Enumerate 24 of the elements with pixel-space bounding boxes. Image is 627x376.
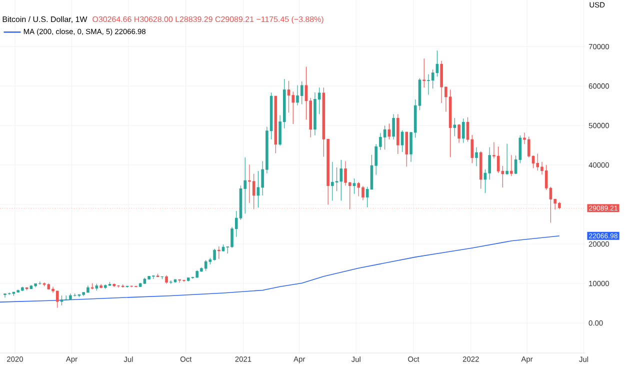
candlestick	[458, 124, 460, 144]
candlestick	[292, 91, 295, 124]
candlestick	[422, 58, 426, 88]
line-series	[0, 235, 560, 302]
candlestick	[213, 248, 216, 261]
candlestick	[475, 146, 478, 167]
candlestick	[405, 132, 408, 167]
candlestick	[392, 114, 395, 140]
candlestick	[335, 167, 338, 192]
candlestick	[462, 118, 465, 144]
candlestick	[453, 118, 456, 137]
candlestick	[506, 143, 508, 176]
candlestick	[56, 290, 59, 308]
candlestick	[331, 162, 334, 201]
candlestick	[352, 178, 356, 194]
candlestick	[300, 81, 304, 105]
candlestick	[510, 154, 513, 176]
candlestick	[544, 164, 548, 190]
candlestick	[357, 182, 360, 197]
candlestick	[60, 295, 64, 306]
candlestick	[366, 186, 369, 208]
candlestick	[427, 74, 430, 96]
candlestick	[488, 146, 491, 180]
candlestick	[536, 153, 540, 171]
